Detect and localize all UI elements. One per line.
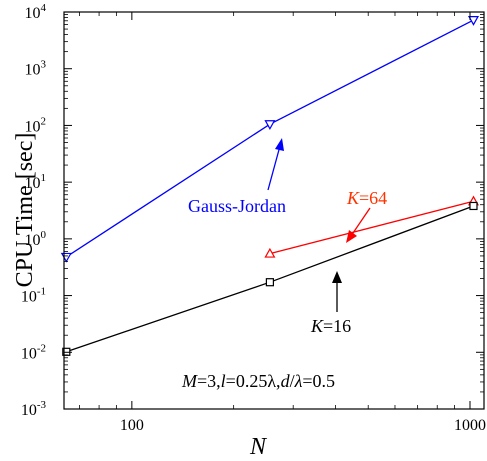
gauss-jordan-arrow xyxy=(267,138,284,191)
y-tick-label: 101 xyxy=(25,172,47,192)
k64-arrow xyxy=(346,207,371,243)
x-tick-label: 1000 xyxy=(454,417,486,434)
x-tick-label: 100 xyxy=(120,417,144,434)
parameters-label: M=3,l=0.25λ,d/λ=0.5 xyxy=(181,371,335,391)
plot-frame xyxy=(63,11,485,410)
data-point-gauss-jordan-0 xyxy=(60,252,72,263)
k16-arrow xyxy=(332,271,342,312)
data-point-gauss-jordan-1 xyxy=(264,120,276,130)
series-markers xyxy=(60,15,480,356)
k16-label: K=16 xyxy=(310,316,351,336)
y-tick-label: 10-2 xyxy=(21,342,46,362)
data-point-gauss-jordan-2 xyxy=(467,15,480,26)
y-axis-title: CPU Time [sec] xyxy=(12,133,38,288)
series-line-gauss-jordan xyxy=(65,19,474,258)
k64-label: K=64 xyxy=(346,188,387,208)
y-tick-label: 100 xyxy=(25,229,47,249)
series-lines xyxy=(65,19,474,353)
y-tick-label: 10-3 xyxy=(21,399,47,419)
data-point-k-16-1 xyxy=(265,278,274,287)
axis-tick-labels: 100 1000 10-3 10-2 10-1 100 101 102 103 104 xyxy=(21,2,486,434)
y-tick-label: 10-1 xyxy=(21,286,46,306)
x-axis-title: N xyxy=(249,434,268,460)
y-tick-label: 103 xyxy=(25,59,47,79)
data-point-k-64-0 xyxy=(264,247,276,258)
y-tick-label: 104 xyxy=(25,2,47,22)
series-line-k-64 xyxy=(269,200,474,255)
gauss-jordan-label: Gauss-Jordan xyxy=(188,196,286,216)
data-point-k-16-2 xyxy=(469,201,478,211)
y-tick-label: 102 xyxy=(25,115,47,135)
axis-ticks xyxy=(64,11,484,410)
